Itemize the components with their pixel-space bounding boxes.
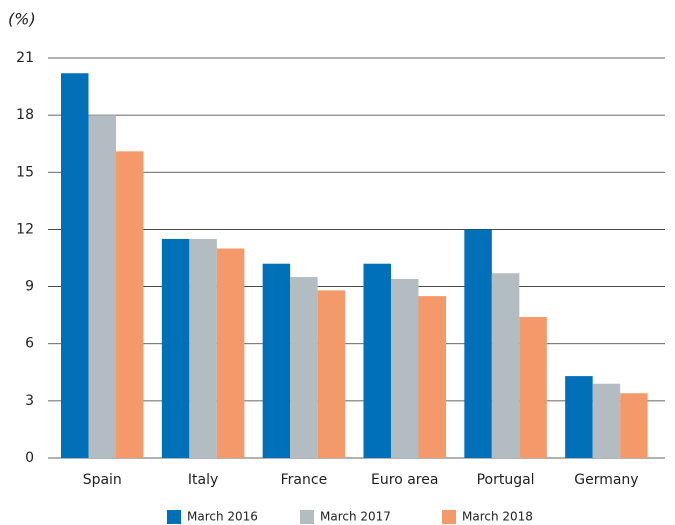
y-tick-label: 12 [16,221,34,237]
y-tick-label: 18 [16,107,34,123]
x-tick-label: Euro area [371,472,438,488]
bar [88,115,116,459]
y-tick-label: 6 [25,336,34,352]
bar [464,229,492,458]
bar [161,238,190,458]
y-tick-label: 9 [25,279,34,295]
legend-swatch [167,510,181,524]
y-axis-label: (%) [8,10,36,29]
y-tick-label: 21 [16,50,34,66]
bar [620,393,648,458]
bar [418,296,446,458]
bar [317,290,346,458]
bar [116,151,144,459]
bar [61,73,89,458]
x-tick-label: France [281,472,328,488]
x-tick-label: Germany [574,472,638,488]
legend-label: March 2018 [462,510,533,524]
legend-label: March 2016 [187,510,258,524]
x-tick-label: Italy [188,472,218,488]
legend-swatch [442,510,456,524]
legend-swatch [300,510,314,524]
bar [592,383,621,458]
bar [491,273,520,458]
bar [391,278,419,458]
y-tick-label: 0 [25,450,34,466]
bar [565,376,593,458]
bar [363,263,391,458]
bar [519,317,547,458]
bar [189,238,217,458]
bar [216,248,245,458]
x-tick-label: Spain [83,472,122,488]
bar [290,277,318,458]
y-tick-label: 15 [16,164,34,180]
legend-label: March 2017 [320,510,391,524]
y-tick-label: 3 [25,393,34,409]
x-tick-label: Portugal [477,472,535,488]
bar [262,263,291,458]
